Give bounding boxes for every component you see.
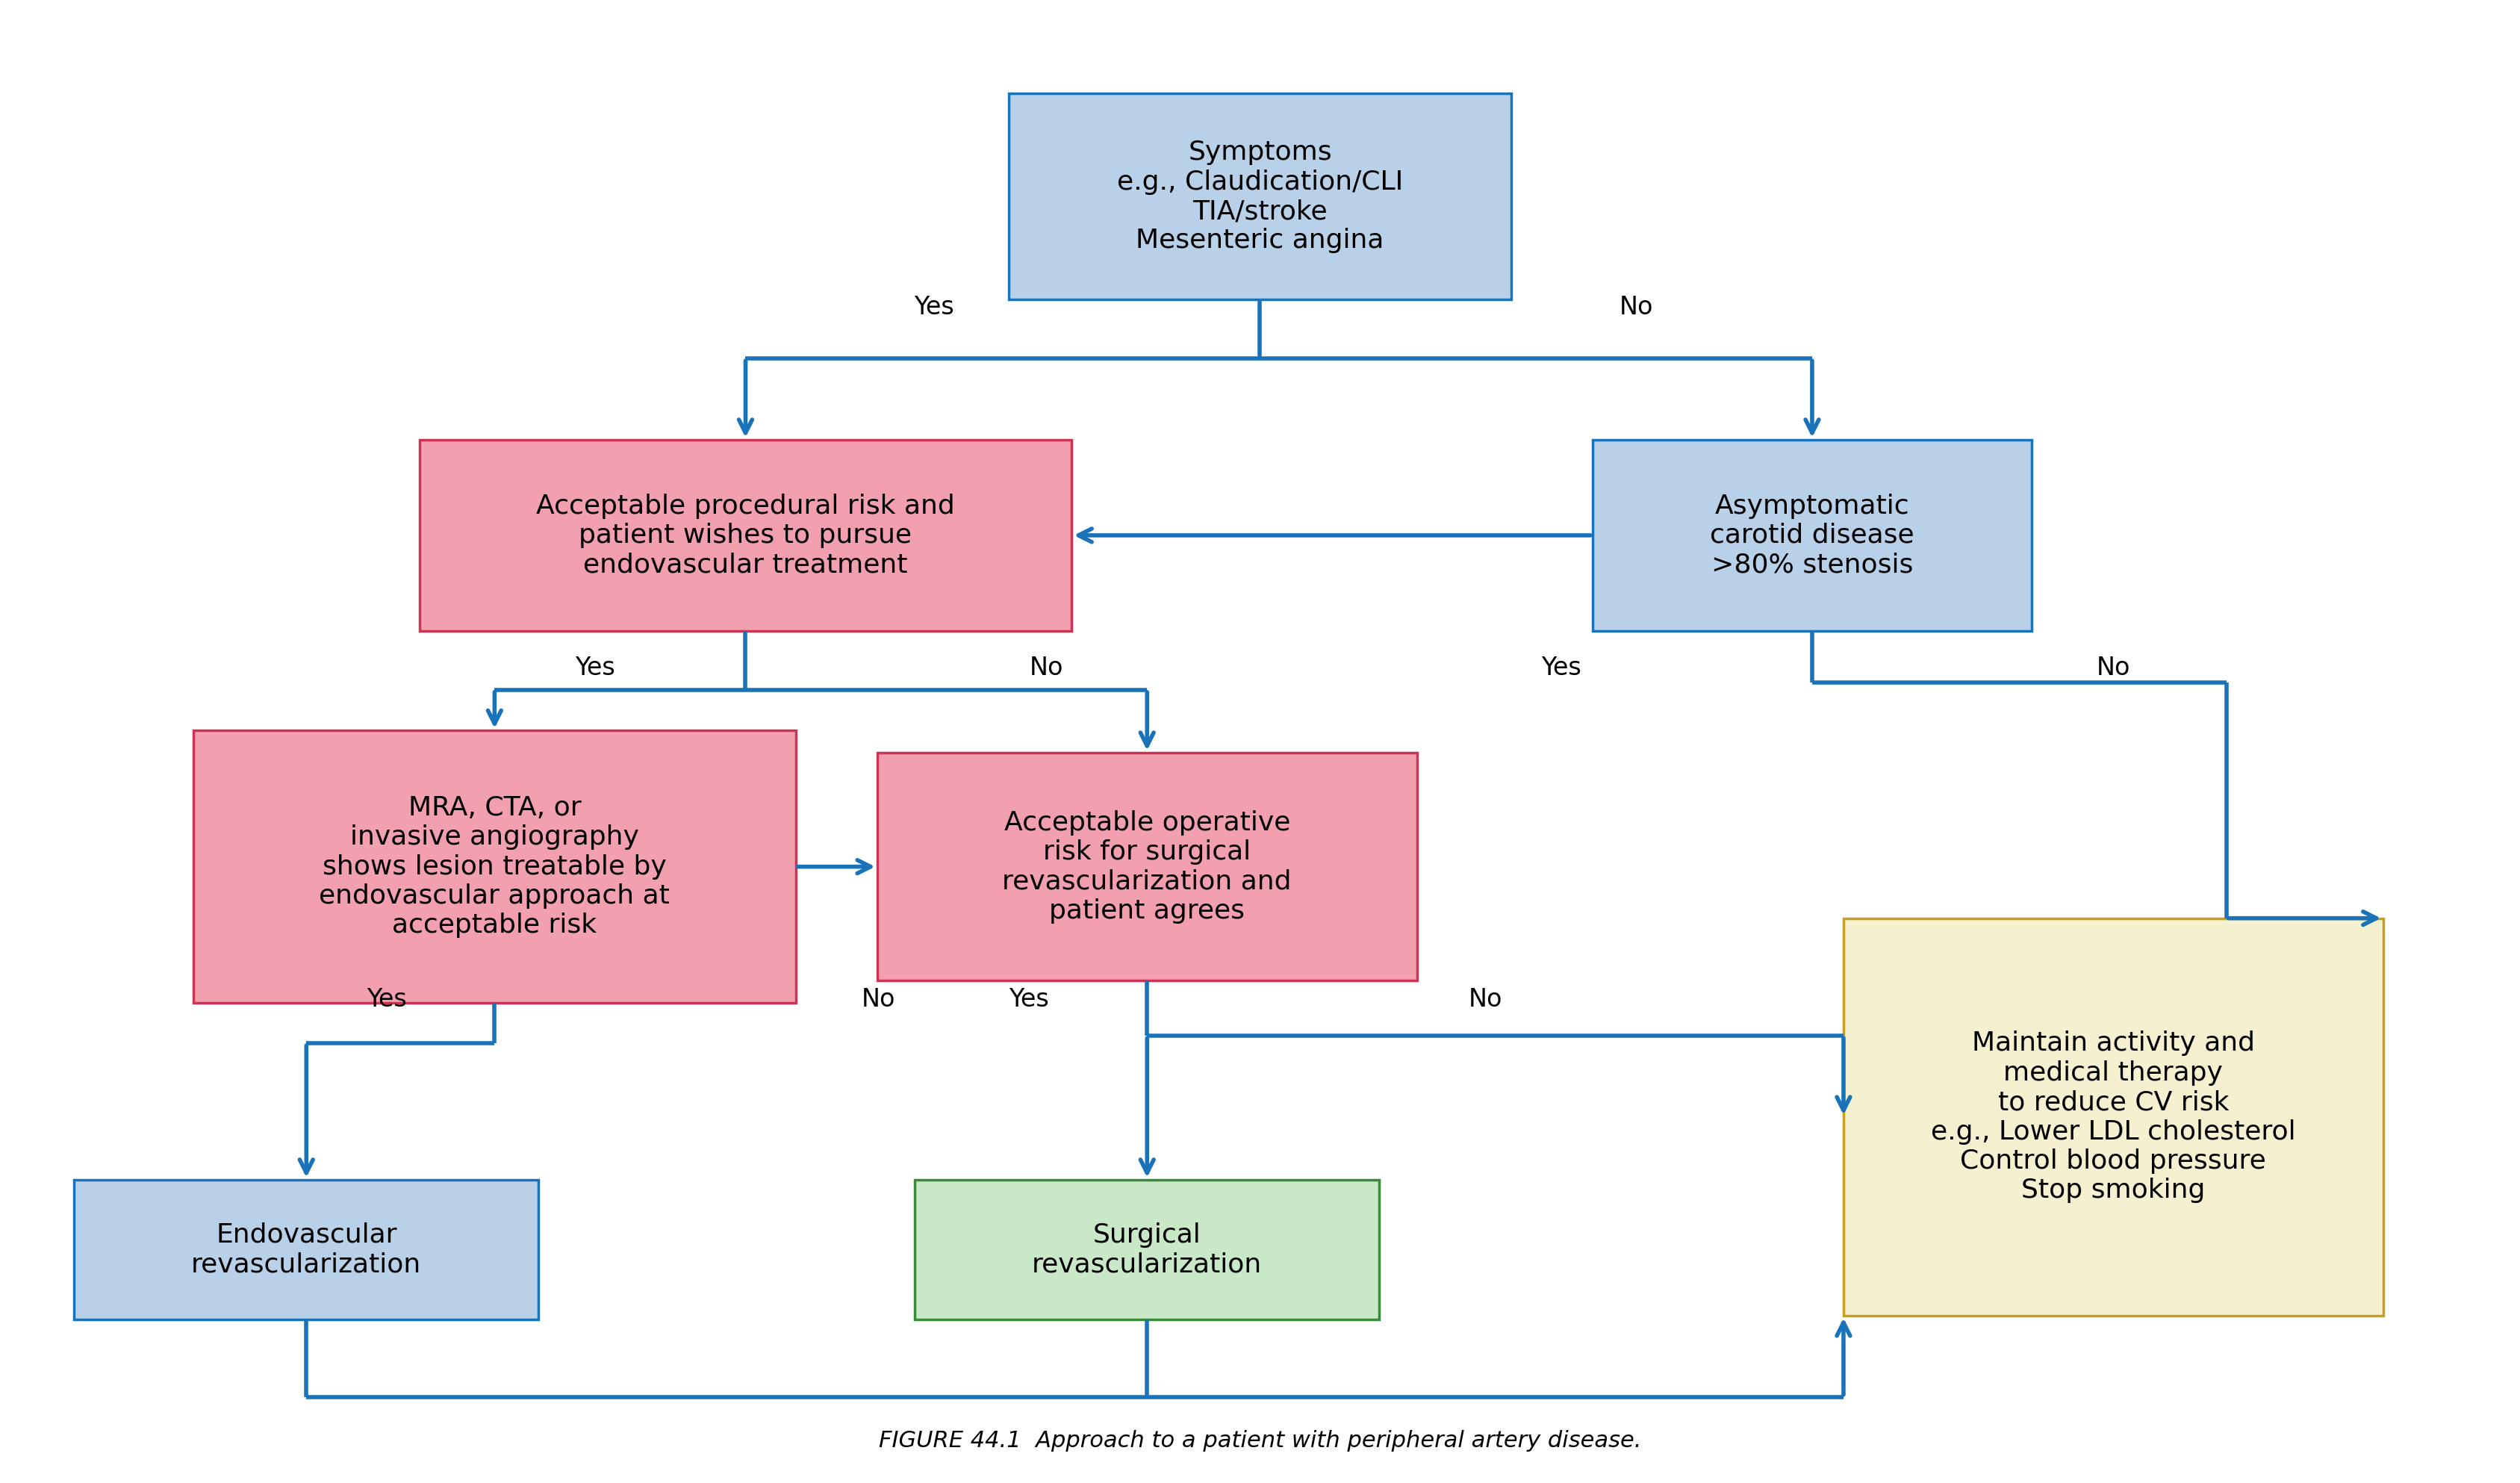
Text: No: No xyxy=(862,986,895,1011)
Text: Symptoms
e.g., Claudication/CLI
TIA/stroke
Mesenteric angina: Symptoms e.g., Claudication/CLI TIA/stro… xyxy=(1116,139,1404,254)
FancyBboxPatch shape xyxy=(1845,918,2384,1315)
Text: Yes: Yes xyxy=(915,295,953,319)
FancyBboxPatch shape xyxy=(1008,93,1512,300)
Text: No: No xyxy=(1469,986,1502,1011)
Text: No: No xyxy=(2097,655,2129,681)
FancyBboxPatch shape xyxy=(194,731,796,1003)
FancyBboxPatch shape xyxy=(73,1179,539,1320)
FancyBboxPatch shape xyxy=(1593,439,2031,632)
FancyBboxPatch shape xyxy=(418,439,1071,632)
Text: Acceptable operative
risk for surgical
revascularization and
patient agrees: Acceptable operative risk for surgical r… xyxy=(1003,810,1293,924)
Text: Surgical
revascularization: Surgical revascularization xyxy=(1033,1222,1263,1277)
Text: No: No xyxy=(1620,295,1653,319)
FancyBboxPatch shape xyxy=(915,1179,1378,1320)
Text: Asymptomatic
carotid disease
>80% stenosis: Asymptomatic carotid disease >80% stenos… xyxy=(1711,494,1915,577)
Text: No: No xyxy=(1031,655,1063,681)
Text: Yes: Yes xyxy=(365,986,406,1011)
Text: Maintain activity and
medical therapy
to reduce CV risk
e.g., Lower LDL choleste: Maintain activity and medical therapy to… xyxy=(1930,1031,2296,1203)
Text: FIGURE 44.1  Approach to a patient with peripheral artery disease.: FIGURE 44.1 Approach to a patient with p… xyxy=(879,1430,1641,1452)
Text: Acceptable procedural risk and
patient wishes to pursue
endovascular treatment: Acceptable procedural risk and patient w… xyxy=(537,494,955,577)
Text: Endovascular
revascularization: Endovascular revascularization xyxy=(192,1222,421,1277)
FancyBboxPatch shape xyxy=(877,752,1416,980)
Text: Yes: Yes xyxy=(1542,655,1580,681)
Text: Yes: Yes xyxy=(575,655,615,681)
Text: Yes: Yes xyxy=(1008,986,1048,1011)
Text: MRA, CTA, or
invasive angiography
shows lesion treatable by
endovascular approac: MRA, CTA, or invasive angiography shows … xyxy=(320,795,670,939)
